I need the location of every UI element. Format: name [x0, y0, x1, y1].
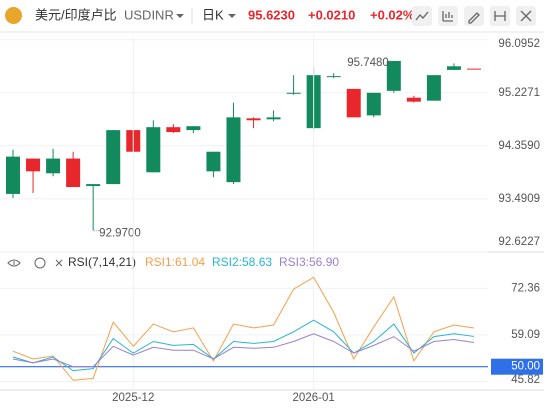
candle-body: [206, 151, 221, 172]
dropdown-arrow[interactable]: [228, 14, 236, 18]
dropdown-arrow[interactable]: [176, 14, 184, 18]
legend-entry: RSI1:61.04: [145, 255, 205, 269]
x-tick-label: 2026-01: [293, 392, 335, 404]
y-tick-label: 72.36: [511, 282, 540, 294]
candle-body: [86, 184, 101, 187]
icon: [468, 12, 480, 24]
price: 95.6230: [248, 7, 295, 22]
y-tick-label: 96.0952: [498, 38, 540, 50]
candle-body: [106, 130, 121, 185]
y-tick-label: 45.82: [511, 374, 540, 386]
change: +0.0210: [308, 7, 355, 22]
indicator-title: RSI(7,14,21): [68, 255, 136, 269]
icon: [415, 11, 429, 21]
y-tick-label: 94.3590: [498, 140, 540, 152]
reference-label-box: [491, 358, 543, 375]
candle-body: [346, 88, 361, 118]
candle-body: [266, 117, 281, 120]
candle-body: [286, 92, 301, 94]
annotation: 95.7480: [347, 57, 389, 69]
candle-body: [186, 126, 201, 131]
icon: [442, 11, 453, 22]
y-tick-label: 93.4909: [498, 193, 540, 205]
y-tick-label: 95.2271: [498, 87, 540, 99]
candle-body: [26, 158, 41, 172]
candle-body: [146, 127, 161, 173]
period[interactable]: 日K: [202, 7, 224, 22]
icon: [520, 10, 532, 22]
legend-entry: RSI2:58.63: [212, 255, 272, 269]
candle-body: [166, 127, 181, 133]
tool-button[interactable]: [438, 6, 458, 26]
y-tick-label: 92.6227: [498, 236, 540, 248]
symbol-title: 美元/印度卢比: [35, 7, 117, 22]
icon: [494, 11, 506, 21]
x-tick-label: 2025-12: [112, 392, 154, 404]
candle-body: [467, 68, 481, 70]
legend-entry: RSI3:56.90: [279, 255, 339, 269]
toolbar-icons: [415, 10, 532, 24]
candle-body: [246, 118, 261, 121]
candle-body: [326, 76, 341, 78]
rsi-line: [12, 333, 475, 368]
y-tick-label: 59.09: [511, 329, 540, 341]
candle-body: [66, 158, 81, 188]
change-pct: +0.02%: [370, 7, 415, 22]
candle-body: [426, 75, 441, 101]
candle-body: [366, 92, 381, 116]
visibility-icon[interactable]: [7, 259, 21, 267]
symbol-icon: [5, 7, 22, 24]
rsi-line: [12, 319, 475, 372]
candle-body: [226, 117, 241, 183]
candle-body: [406, 97, 421, 102]
annotation: 92.9700: [99, 228, 141, 240]
rsi-line: [12, 276, 475, 381]
settings-icon[interactable]: [34, 257, 46, 269]
candle-body: [386, 60, 401, 91]
indicator-icon[interactable]: [55, 259, 63, 267]
reference-label: 50.00: [511, 361, 540, 373]
candle-body: [46, 158, 61, 174]
candle-body: [6, 156, 20, 194]
candle-body: [446, 66, 461, 70]
tool-button[interactable]: [412, 6, 432, 26]
symbol-code[interactable]: USDINR: [124, 7, 174, 22]
